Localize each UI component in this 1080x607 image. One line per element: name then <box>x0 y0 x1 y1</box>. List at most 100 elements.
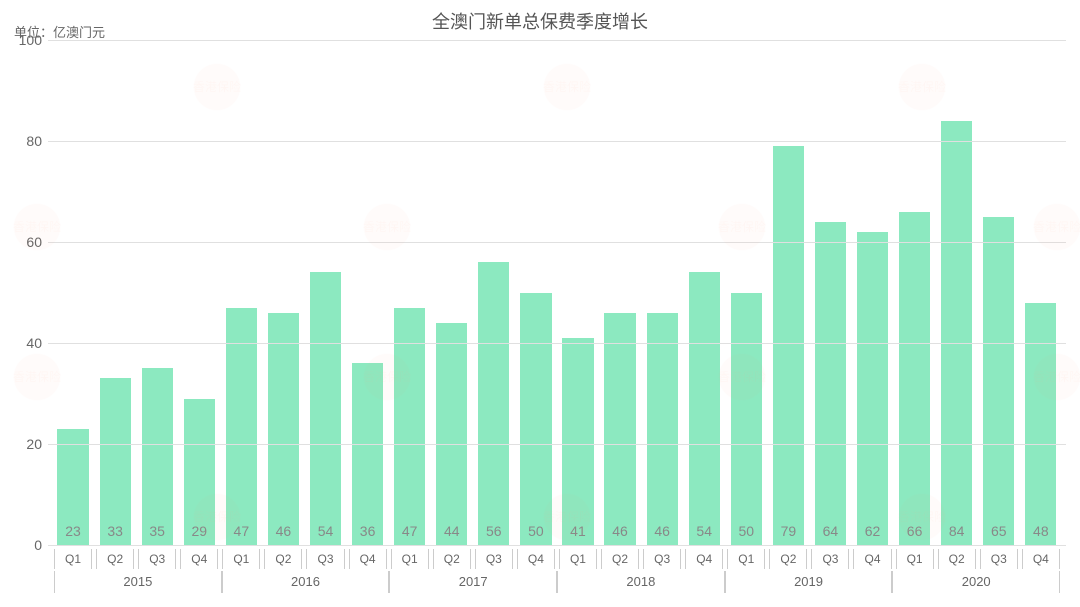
bar: 62 <box>857 232 888 545</box>
bar: 66 <box>899 212 930 545</box>
quarter-label: Q1 <box>896 549 934 569</box>
bar-slot: 35 <box>138 40 176 545</box>
quarter-label: Q4 <box>180 549 218 569</box>
bar: 29 <box>184 399 215 545</box>
bar-value-label: 23 <box>57 523 88 539</box>
bar-slot: 47 <box>391 40 429 545</box>
quarter-label: Q2 <box>264 549 302 569</box>
bar-value-label: 54 <box>310 523 341 539</box>
bar-slot: 50 <box>727 40 765 545</box>
ytick-label: 40 <box>12 335 42 351</box>
quarter-label: Q1 <box>54 549 92 569</box>
year-label: 2019 <box>725 571 893 593</box>
bar-slot: 47 <box>222 40 260 545</box>
year-label: 2015 <box>54 571 222 593</box>
year-label: 2017 <box>389 571 557 593</box>
bar-slot: 46 <box>643 40 681 545</box>
bar: 33 <box>100 378 131 545</box>
quarter-label: Q2 <box>96 549 134 569</box>
bar-slot: 46 <box>264 40 302 545</box>
bar: 56 <box>478 262 509 545</box>
gridline <box>48 242 1066 243</box>
bar: 50 <box>520 293 551 546</box>
quarter-label: Q1 <box>727 549 765 569</box>
chart-container: 全澳门新单总保费季度增长 单位：亿澳门元 2333352947465436474… <box>0 0 1080 607</box>
bar-value-label: 29 <box>184 523 215 539</box>
quarter-label: Q2 <box>433 549 471 569</box>
quarter-label: Q4 <box>349 549 387 569</box>
year-label: 2020 <box>892 571 1060 593</box>
bar: 44 <box>436 323 467 545</box>
bar-value-label: 46 <box>268 523 299 539</box>
bar-value-label: 48 <box>1025 523 1056 539</box>
bar-slot: 23 <box>54 40 92 545</box>
bar-value-label: 62 <box>857 523 888 539</box>
bar: 65 <box>983 217 1014 545</box>
bar: 23 <box>57 429 88 545</box>
bar-value-label: 84 <box>941 523 972 539</box>
bar-value-label: 44 <box>436 523 467 539</box>
quarter-label: Q3 <box>643 549 681 569</box>
bar-value-label: 33 <box>100 523 131 539</box>
bar-value-label: 64 <box>815 523 846 539</box>
quarter-label: Q4 <box>685 549 723 569</box>
gridline <box>48 444 1066 445</box>
bar-slot: 54 <box>685 40 723 545</box>
bar-value-label: 50 <box>731 523 762 539</box>
bar-value-label: 50 <box>520 523 551 539</box>
year-row: 201520162017201820192020 <box>48 571 1066 593</box>
bar: 46 <box>604 313 635 545</box>
bar: 36 <box>352 363 383 545</box>
bar: 48 <box>1025 303 1056 545</box>
bar-slot: 65 <box>980 40 1018 545</box>
quarter-label: Q3 <box>306 549 344 569</box>
bar-value-label: 46 <box>604 523 635 539</box>
bar: 54 <box>310 272 341 545</box>
bar-slot: 46 <box>601 40 639 545</box>
bar-value-label: 35 <box>142 523 173 539</box>
ytick-label: 20 <box>12 436 42 452</box>
bar-value-label: 36 <box>352 523 383 539</box>
quarter-label: Q4 <box>517 549 555 569</box>
ytick-label: 60 <box>12 234 42 250</box>
bar-value-label: 66 <box>899 523 930 539</box>
quarter-label: Q1 <box>222 549 260 569</box>
bar-value-label: 47 <box>226 523 257 539</box>
year-label: 2016 <box>222 571 390 593</box>
plot-area: 23 33 35 29 47 46 54 36 47 44 56 50 41 46 46 54 50 79 64 62… <box>48 40 1066 545</box>
bar: 64 <box>815 222 846 545</box>
gridline <box>48 141 1066 142</box>
bar-value-label: 79 <box>773 523 804 539</box>
bar-slot: 84 <box>938 40 976 545</box>
quarter-label: Q4 <box>1022 549 1060 569</box>
gridline <box>48 40 1066 41</box>
bar-slot: 50 <box>517 40 555 545</box>
bar-value-label: 46 <box>647 523 678 539</box>
bar-slot: 54 <box>306 40 344 545</box>
bar: 50 <box>731 293 762 546</box>
quarter-label: Q3 <box>811 549 849 569</box>
bar: 46 <box>647 313 678 545</box>
ytick-label: 100 <box>12 32 42 48</box>
bar-slot: 29 <box>180 40 218 545</box>
ytick-label: 0 <box>12 537 42 553</box>
quarter-label: Q3 <box>138 549 176 569</box>
bar-value-label: 54 <box>689 523 720 539</box>
bars-group: 23 33 35 29 47 46 54 36 47 44 56 50 41 46 46 54 50 79 64 62… <box>48 40 1066 545</box>
bar-value-label: 65 <box>983 523 1014 539</box>
bar-slot: 41 <box>559 40 597 545</box>
bar: 35 <box>142 368 173 545</box>
quarter-label: Q1 <box>559 549 597 569</box>
quarter-label: Q2 <box>601 549 639 569</box>
year-label: 2018 <box>557 571 725 593</box>
bar-slot: 64 <box>811 40 849 545</box>
bar: 46 <box>268 313 299 545</box>
bar-slot: 48 <box>1022 40 1060 545</box>
quarter-label: Q2 <box>769 549 807 569</box>
bar-slot: 36 <box>349 40 387 545</box>
bar-slot: 33 <box>96 40 134 545</box>
quarter-label: Q2 <box>938 549 976 569</box>
quarter-row: Q1Q2Q3Q4Q1Q2Q3Q4Q1Q2Q3Q4Q1Q2Q3Q4Q1Q2Q3Q4… <box>48 549 1066 569</box>
bar-value-label: 41 <box>562 523 593 539</box>
x-axis: Q1Q2Q3Q4Q1Q2Q3Q4Q1Q2Q3Q4Q1Q2Q3Q4Q1Q2Q3Q4… <box>48 545 1066 607</box>
